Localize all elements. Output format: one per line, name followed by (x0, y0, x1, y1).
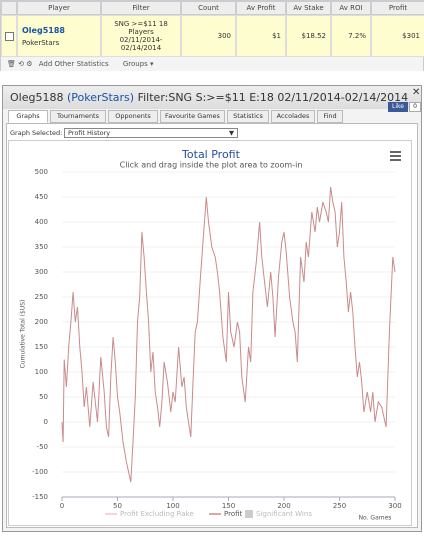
header-cell: Av ROI (331, 1, 371, 15)
header-cell: Profit (371, 1, 424, 15)
x-tick-label: 200 (277, 502, 290, 510)
legend-label: Significant Wins (256, 510, 312, 518)
tab[interactable]: Opponents (108, 110, 158, 123)
av-profit-cell: $1 (236, 15, 286, 57)
legend-label: Profit (224, 510, 243, 518)
y-tick-label: -100 (32, 468, 48, 476)
av-roi-cell: 7.2% (331, 15, 371, 57)
chart-subtitle: Click and drag inside the plot area to z… (120, 161, 303, 170)
chart-title: Total Profit (181, 148, 241, 161)
site-link[interactable]: (PokerStars) (66, 91, 135, 104)
menu-icon[interactable] (390, 151, 401, 161)
y-axis-label: Cumulative Total ($US) (20, 300, 27, 369)
x-tick-label: 50 (113, 502, 122, 510)
header-cell: Count (181, 1, 236, 15)
x-tick-label: 100 (166, 502, 179, 510)
caret: ▼ (229, 129, 234, 137)
graph-dropdown[interactable]: Profit History ▼ (64, 128, 238, 138)
chart: Total Profit Click and drag inside the p… (8, 140, 412, 526)
header-cell: Av Profit (236, 1, 286, 15)
caret: ▾ (147, 60, 154, 68)
y-tick-label: 150 (35, 343, 48, 351)
count-cell: 300 (181, 15, 236, 57)
icon[interactable]: 🗑 ⟲ ⚙ (7, 60, 33, 68)
y-tick-label: 350 (35, 243, 48, 251)
dropdown-value: Profit History (68, 129, 111, 137)
filter-text: Filter:SNG S:>=$11 E:18 02/11/2014-02/14… (137, 91, 409, 104)
like-button[interactable]: Like (388, 102, 408, 112)
filter-cell: SNG >=$11 18 Players 02/11/2014-02/14/20… (101, 15, 181, 57)
header-cell (1, 1, 17, 15)
tab-content (6, 123, 418, 528)
profit-line (61, 186, 396, 483)
player-link[interactable]: Oleg5188 (22, 25, 65, 35)
profit-cell: $301 (371, 15, 424, 57)
tab[interactable]: Find (317, 110, 343, 123)
x-tick-label: 150 (222, 502, 235, 510)
tab[interactable]: Statistics (227, 110, 269, 123)
y-tick-label: 50 (39, 393, 48, 401)
graph-selected-label: Graph Selected: (10, 129, 63, 137)
stats-table: Player Filter Count Av Profit Av Stake A… (0, 0, 424, 71)
toolbar: 🗑 ⟲ ⚙ Add Other Statistics Groups ▾ (1, 57, 423, 71)
x-axis-label: No. Games (359, 515, 392, 522)
y-tick-label: 300 (35, 268, 48, 276)
legend-swatch (245, 510, 253, 518)
y-tick-label: -150 (32, 493, 48, 501)
y-tick-label: 100 (35, 368, 48, 376)
like-count: 0 (409, 102, 421, 112)
add-stats-button[interactable]: Add Other Statistics (38, 60, 109, 68)
y-tick-label: 400 (35, 218, 48, 226)
site: PokerStars (22, 38, 60, 47)
tab[interactable]: Accolades (271, 110, 315, 123)
groups-button[interactable]: Groups (122, 60, 148, 68)
legend-label: Profit Excluding Rake (120, 510, 194, 518)
y-tick-label: -50 (37, 443, 48, 451)
player-cell: Oleg5188 PokerStars (17, 15, 101, 57)
av-stake-cell: $18.52 (286, 15, 331, 57)
header-cell: Av Stake (286, 1, 331, 15)
header-cell: Player (17, 1, 101, 15)
tab[interactable]: Favourite Games (160, 110, 225, 123)
player-name: Oleg5188 (10, 91, 64, 104)
tab[interactable]: Graphs (8, 110, 48, 123)
checkbox[interactable] (4, 31, 14, 41)
y-tick-label: 200 (35, 318, 48, 326)
checkbox-cell (1, 15, 17, 57)
x-tick-label: 250 (333, 502, 346, 510)
header-cell: Filter (101, 1, 181, 15)
close-button[interactable]: ✕ (412, 87, 421, 98)
x-tick-label: 0 (60, 502, 64, 510)
y-tick-label: 500 (35, 168, 48, 176)
y-tick-label: 250 (35, 293, 48, 301)
y-tick-label: 0 (44, 418, 48, 426)
y-tick-label: 450 (35, 193, 48, 201)
tab[interactable]: Tournaments (50, 110, 106, 123)
panel-header: Oleg5188 (PokerStars) Filter:SNG S:>=$11… (3, 86, 421, 109)
x-tick-label: 300 (388, 502, 401, 510)
